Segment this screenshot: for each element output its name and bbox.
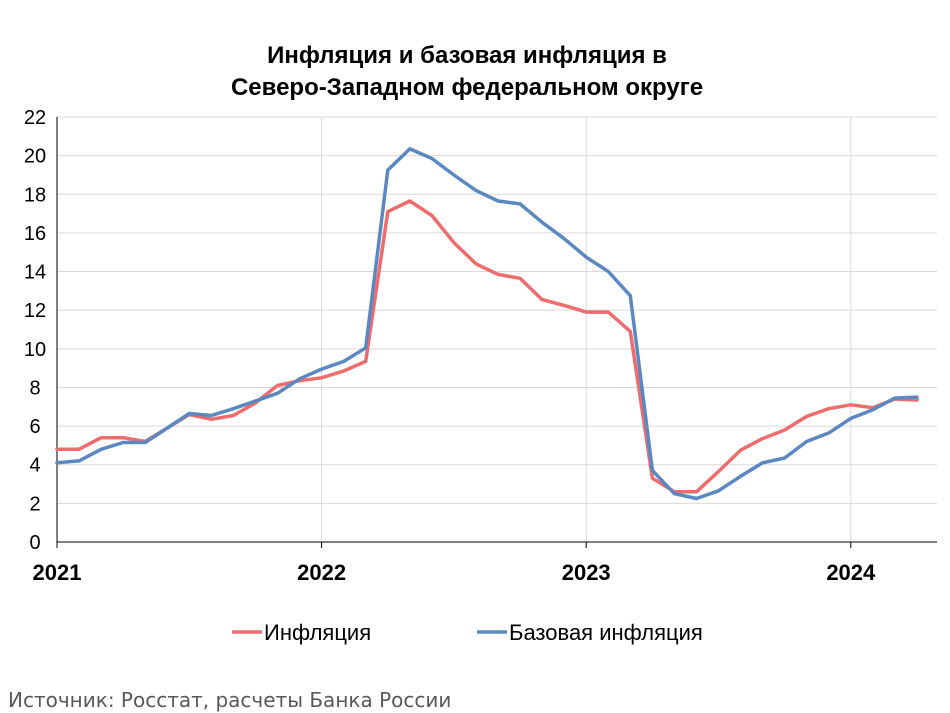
chart-title-line-1: Инфляция и базовая инфляция в xyxy=(267,42,667,69)
x-tick-label: 2021 xyxy=(33,560,82,585)
y-tick-label: 0 xyxy=(29,532,40,554)
legend-label-core-inflation: Базовая инфляция xyxy=(509,620,703,645)
legend-label-inflation: Инфляция xyxy=(264,620,371,645)
y-tick-label: 10 xyxy=(24,339,46,361)
series-line-inflation xyxy=(55,199,919,494)
y-tick-label: 12 xyxy=(24,300,46,322)
x-tick-label: 2024 xyxy=(826,560,876,585)
y-tick-label: 14 xyxy=(24,262,46,284)
legend: Инфляция Базовая инфляция xyxy=(232,620,703,645)
y-tick-label: 16 xyxy=(24,223,46,245)
y-tick-label: 4 xyxy=(29,455,40,477)
axes xyxy=(56,117,937,548)
y-tick-label: 2 xyxy=(29,493,40,515)
y-axis-ticks: 0 2 4 6 8 10 12 14 16 18 20 22 xyxy=(24,107,46,554)
y-tick-label: 6 xyxy=(29,416,40,438)
source-note: Источник: Росстат, расчеты Банка России xyxy=(8,688,452,712)
chart-title-line-2: Северо-Западном федеральном округе xyxy=(231,74,703,101)
series-lines xyxy=(55,147,919,501)
y-tick-label: 8 xyxy=(29,377,40,399)
x-tick-label: 2023 xyxy=(562,560,611,585)
x-axis-ticks: 2021 2022 2023 2024 xyxy=(33,560,877,585)
series-line-core-inflation xyxy=(55,147,919,501)
y-tick-label: 20 xyxy=(24,146,46,168)
gridlines xyxy=(57,116,937,542)
x-tick-label: 2022 xyxy=(297,560,346,585)
y-tick-label: 22 xyxy=(24,107,46,129)
y-tick-label: 18 xyxy=(24,184,46,206)
